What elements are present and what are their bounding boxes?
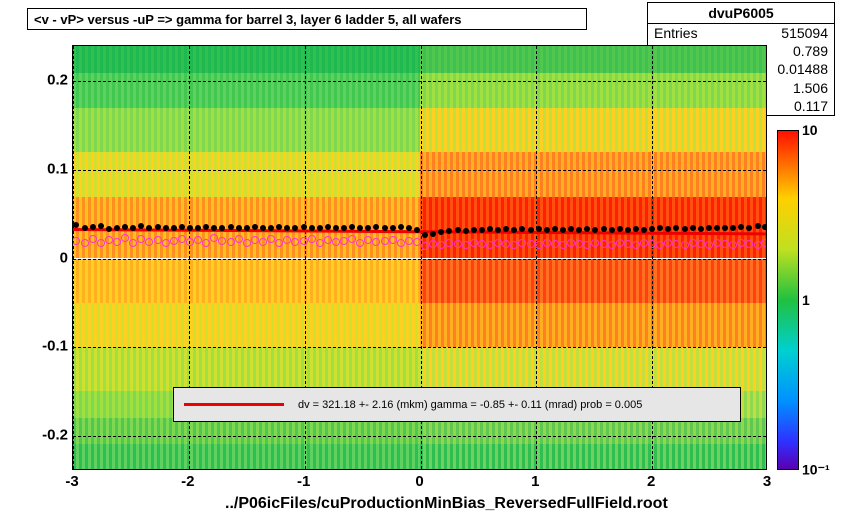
footer-path: ../P06icFiles/cuProductionMinBias_Revers… [225,495,668,513]
y-tick-label: 0.2 [18,72,68,89]
y-tick-label: -0.2 [18,426,68,443]
colorbar-tick: 10⁻¹ [802,462,830,479]
x-tick-label: -2 [181,473,194,490]
grid-horizontal [73,347,766,348]
fit-legend-text: dv = 321.18 +- 2.16 (mkm) gamma = -0.85 … [298,399,642,411]
stats-name: dvuP6005 [648,3,834,24]
plot-title: <v - vP> versus -uP => gamma for barrel … [27,8,587,30]
stats-value: 0.789 [793,42,828,60]
grid-horizontal [73,81,766,82]
x-tick-label: 1 [531,473,539,490]
plot-title-text: <v - vP> versus -uP => gamma for barrel … [34,12,462,27]
stats-value: 0.01488 [777,60,828,78]
grid-horizontal [73,170,766,171]
stats-value: 1.506 [793,79,828,97]
stats-value: 0.117 [794,97,828,115]
y-tick-label: -0.1 [18,338,68,355]
colorbar-tick: 10 [802,122,818,138]
x-tick-label: -1 [297,473,310,490]
plot-area: dv = 321.18 +- 2.16 (mkm) gamma = -0.85 … [72,45,767,470]
root-container: <v - vP> versus -uP => gamma for barrel … [0,0,843,522]
y-tick-label: 0.1 [18,160,68,177]
colorbar-tick: 1 [802,292,810,308]
x-tick-label: 3 [763,473,771,490]
grid-horizontal [73,259,766,260]
x-tick-label: 0 [415,473,423,490]
fit-legend-box: dv = 321.18 +- 2.16 (mkm) gamma = -0.85 … [173,387,741,422]
stats-row: Entries 515094 [648,24,834,42]
colorbar [777,130,799,470]
stats-value: 515094 [781,24,828,42]
y-tick-label: 0 [18,249,68,266]
x-tick-label: -3 [65,473,78,490]
grid-horizontal [73,436,766,437]
stats-label: Entries [654,24,698,42]
grid-vertical [73,46,74,469]
x-tick-label: 2 [647,473,655,490]
fit-legend-line [184,403,284,406]
